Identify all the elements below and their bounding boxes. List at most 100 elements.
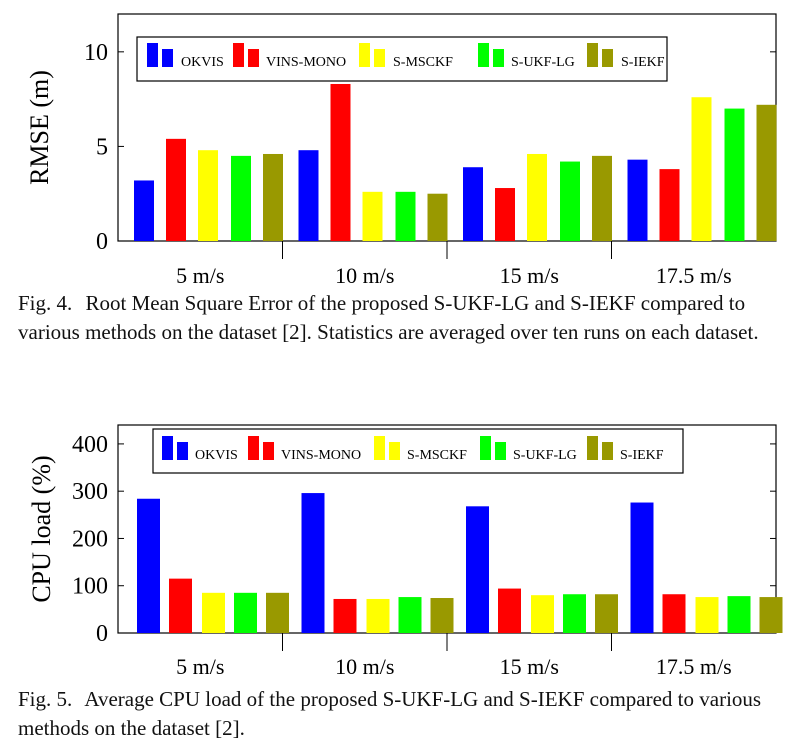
x-tick-label: 15 m/s	[500, 263, 559, 288]
figure-4-label: Fig. 4.	[18, 291, 73, 315]
bar-s-ukf-lg	[231, 155, 251, 241]
legend-swatch	[177, 442, 188, 460]
bar-s-iekf	[263, 153, 283, 241]
bar-s-iekf	[430, 598, 454, 633]
figure-5-caption-text: Average CPU load of the proposed S-UKF-L…	[18, 687, 762, 740]
y-axis-label: RMSE (m)	[25, 70, 54, 185]
chart-2: 0 100 200 300 400 CPU load (%) 5 m/s 10 m/s 15 m…	[27, 424, 783, 679]
chart-1: 0 5 10 RMSE (m) 5 m/s 10 m/s 15 m/s 17.5 m/s OKV…	[25, 13, 777, 288]
bar-okvis	[463, 167, 483, 241]
legend-swatch	[587, 43, 598, 67]
figure-4-caption-text: Root Mean Square Error of the proposed S…	[18, 291, 759, 344]
bar-s-msckf	[202, 592, 225, 633]
legend-label: OKVIS	[195, 448, 238, 463]
legend-swatch	[480, 436, 491, 460]
legend-label: S-IEKF	[620, 448, 664, 463]
bar-s-iekf	[756, 104, 777, 241]
legend-swatch	[359, 43, 370, 67]
legend-swatch	[374, 49, 385, 67]
bar-s-msckf	[366, 598, 390, 633]
bar-s-ukf-lg	[395, 191, 416, 241]
legend-label: VINS-MONO	[266, 55, 346, 70]
bar-s-ukf-lg	[724, 108, 745, 241]
y-tick-label: 100	[72, 574, 108, 600]
bar-s-iekf	[759, 597, 783, 633]
legend-swatch	[162, 436, 173, 460]
legend-swatch	[162, 49, 173, 67]
bar-s-ukf-lg	[398, 597, 422, 633]
bar-s-ukf-lg	[560, 161, 580, 241]
y-axis-label: CPU load (%)	[27, 455, 56, 602]
x-tick-label: 17.5 m/s	[656, 654, 732, 679]
bar-s-msckf	[695, 597, 719, 633]
bar-okvis	[137, 498, 160, 633]
figure-4-caption: Fig. 4. Root Mean Square Error of the pr…	[18, 289, 778, 347]
legend-label: VINS-MONO	[281, 448, 361, 463]
legend-swatch	[587, 436, 598, 460]
figure-5-label: Fig. 5.	[18, 687, 73, 711]
bar-s-iekf	[595, 594, 618, 633]
legend-swatch	[493, 49, 504, 67]
bar-s-msckf	[198, 150, 218, 241]
legend-label: S-UKF-LG	[513, 448, 577, 463]
x-tick-label: 5 m/s	[176, 654, 224, 679]
legend: OKVIS VINS-MONO S-MSCKF S-UKF-LG S-IEKF	[152, 428, 684, 474]
x-tick-label: 5 m/s	[176, 263, 224, 288]
bar-okvis	[466, 506, 489, 633]
y-tick-label: 200	[72, 526, 108, 552]
legend-label: OKVIS	[181, 55, 224, 70]
y-tick-label: 0	[96, 621, 108, 647]
legend-label: S-MSCKF	[407, 448, 467, 463]
bar-okvis	[298, 150, 319, 241]
y-tick-label: 10	[84, 40, 108, 66]
legend-swatch	[374, 436, 385, 460]
legend-swatch	[602, 442, 613, 460]
bar-s-ukf-lg	[234, 592, 257, 633]
bar-vins-mono	[498, 588, 521, 633]
legend-swatch	[495, 442, 506, 460]
bar-s-msckf	[527, 153, 547, 241]
bar-s-msckf	[362, 191, 383, 241]
legend-swatch	[248, 49, 259, 67]
y-tick-label: 400	[72, 432, 108, 458]
legend-label: S-IEKF	[621, 55, 665, 70]
y-tick-label: 300	[72, 479, 108, 505]
legend-label: S-UKF-LG	[511, 55, 575, 70]
bar-vins-mono	[662, 594, 686, 633]
x-tick-label: 10 m/s	[335, 263, 394, 288]
bar-vins-mono	[166, 138, 186, 241]
legend-swatch	[389, 442, 400, 460]
bar-s-msckf	[531, 595, 554, 633]
legend-swatch	[263, 442, 274, 460]
x-tick-label: 17.5 m/s	[656, 263, 732, 288]
x-tick-label: 15 m/s	[500, 654, 559, 679]
y-tick-label: 0	[96, 229, 108, 255]
bar-okvis	[627, 159, 648, 241]
bar-vins-mono	[659, 169, 680, 241]
figure-5-caption: Fig. 5. Average CPU load of the proposed…	[18, 685, 778, 743]
bar-s-iekf	[592, 155, 612, 241]
legend-swatch	[147, 43, 158, 67]
bar-s-iekf	[266, 592, 289, 633]
legend-swatch	[602, 49, 613, 67]
x-tick-label: 10 m/s	[335, 654, 394, 679]
legend: OKVIS VINS-MONO S-MSCKF S-UKF-LG S-IEKF	[136, 36, 668, 82]
bar-vins-mono	[330, 83, 351, 241]
legend-swatch	[248, 436, 259, 460]
y-tick-label: 5	[96, 134, 108, 160]
bar-s-ukf-lg	[563, 594, 586, 633]
bar-vins-mono	[495, 188, 515, 241]
bar-s-iekf	[427, 193, 448, 241]
legend-swatch	[478, 43, 489, 67]
bar-vins-mono	[169, 578, 192, 633]
bar-s-ukf-lg	[727, 596, 751, 633]
legend-box	[136, 36, 668, 82]
bar-okvis	[301, 493, 325, 633]
bar-vins-mono	[333, 598, 357, 633]
bar-s-msckf	[691, 97, 712, 241]
legend-swatch	[233, 43, 244, 67]
legend-label: S-MSCKF	[393, 55, 453, 70]
bar-okvis	[134, 180, 154, 241]
bar-okvis	[630, 502, 654, 633]
